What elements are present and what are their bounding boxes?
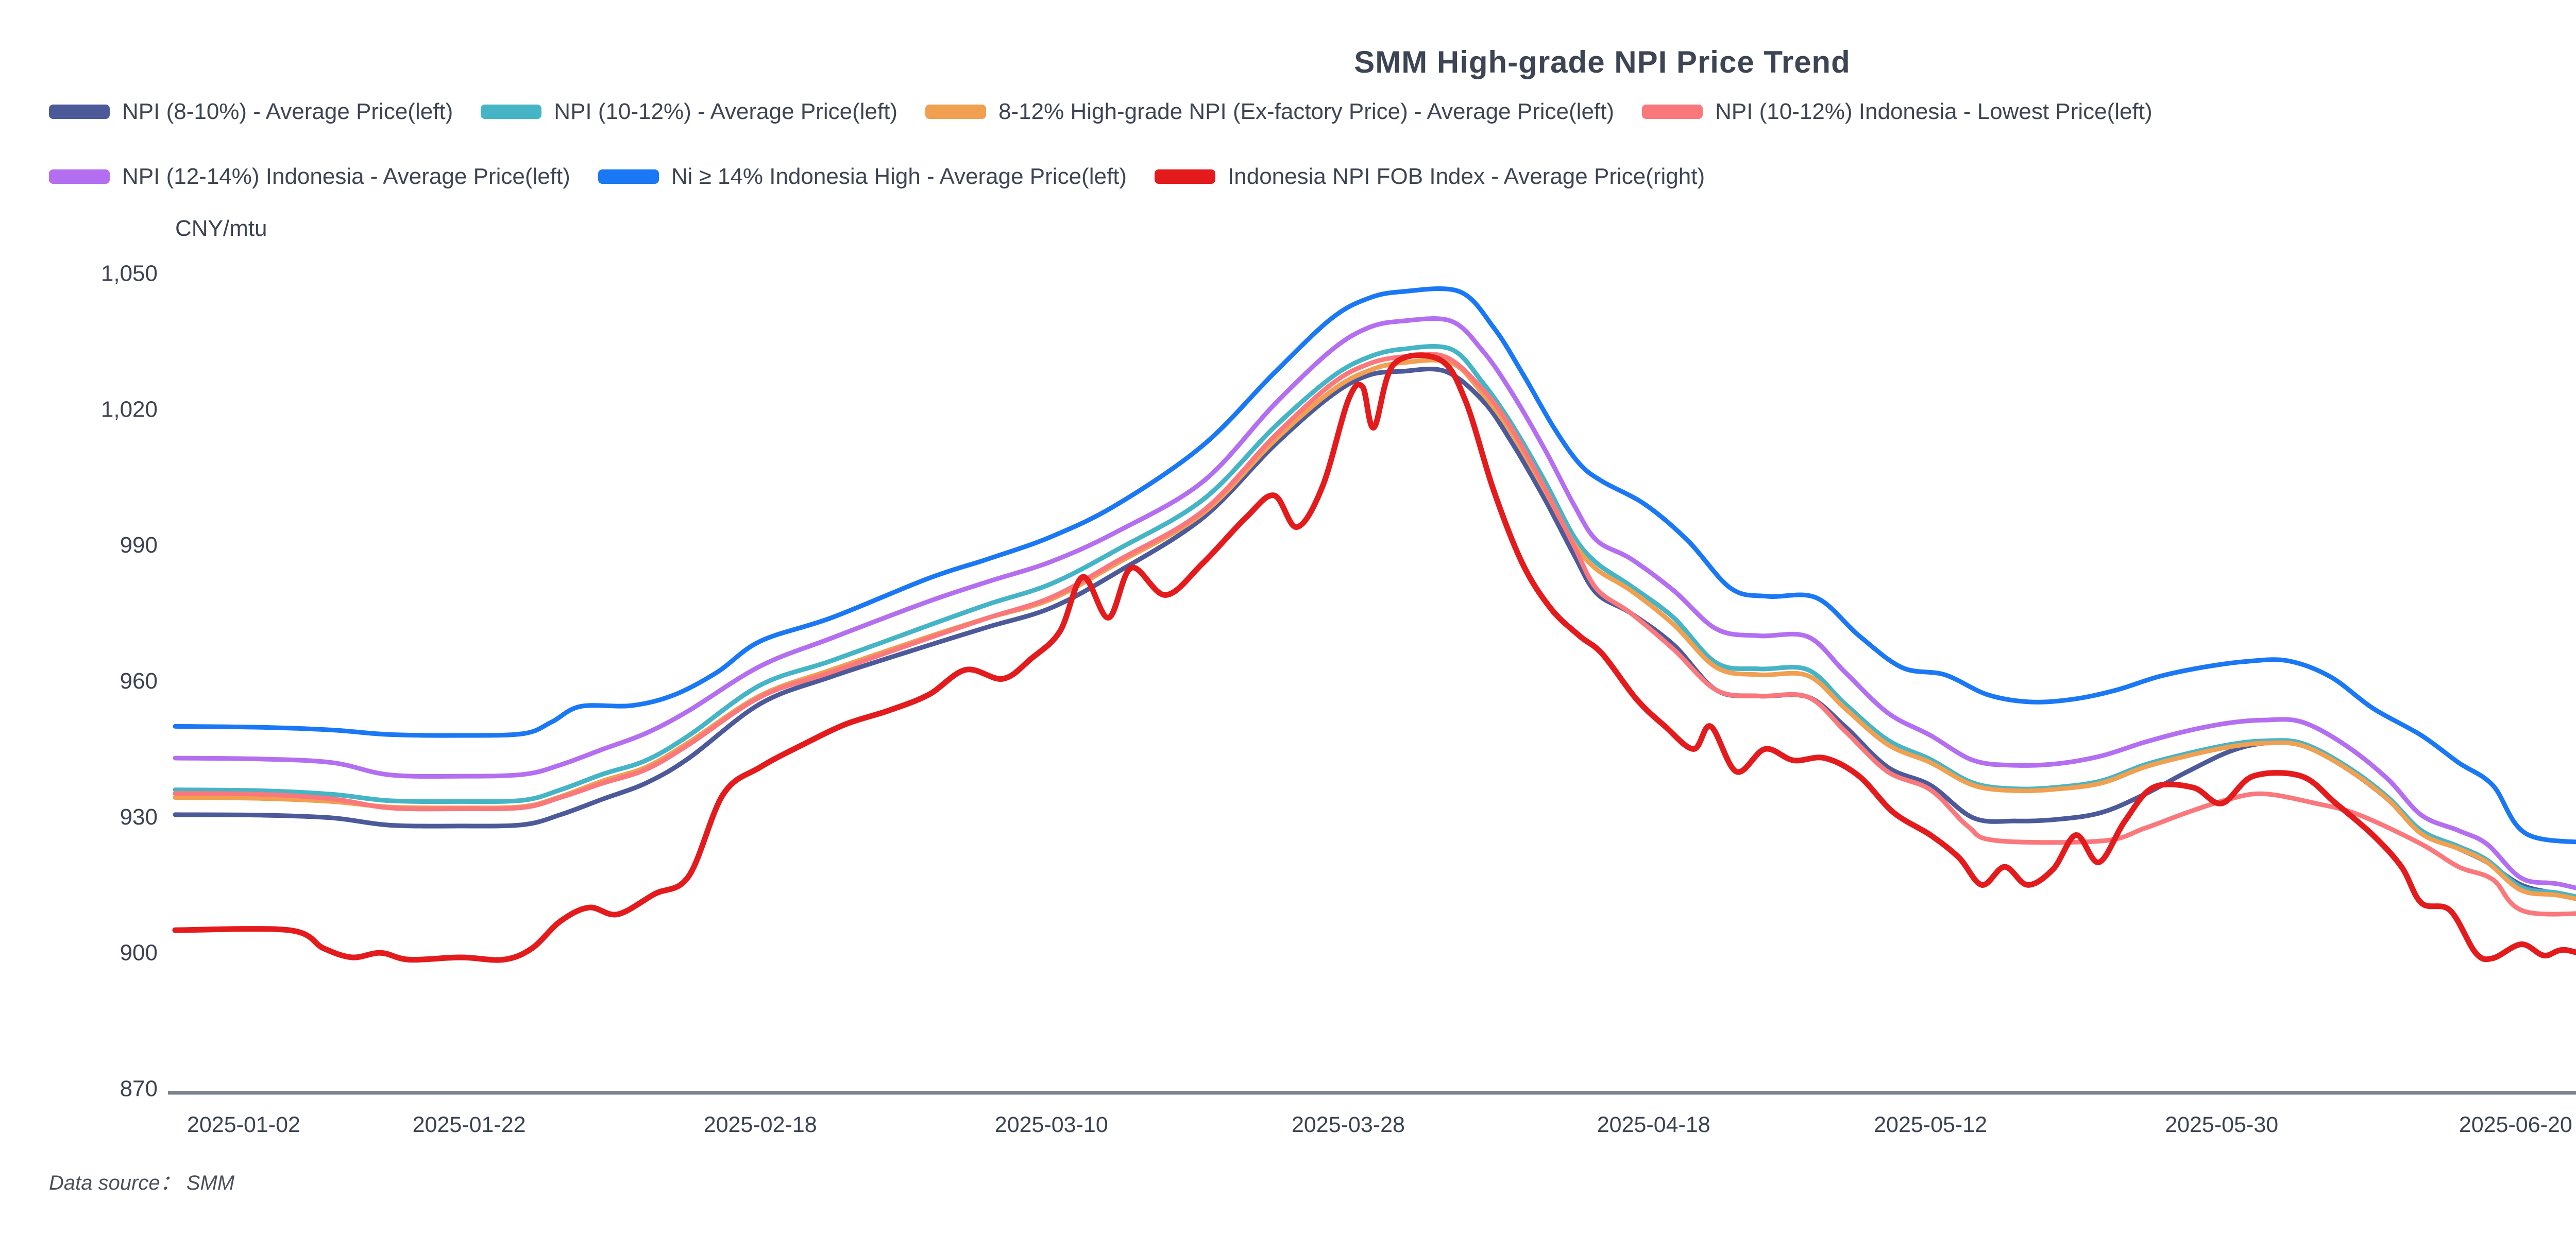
x-axis-tick: 2025-06-20 [2459,1112,2572,1137]
legend-item-5[interactable]: Ni ≥ 14% Indonesia High - Average Price(… [598,164,1127,190]
legend-label: Indonesia NPI FOB Index - Average Price(… [1228,164,1705,189]
legend-marker-swatch [49,169,110,184]
chart-title: SMM High-grade NPI Price Trend [1354,45,1851,79]
legend-marker-swatch [925,105,987,119]
legend-label: 8-12% High-grade NPI (Ex-factory Price) … [998,99,1615,124]
left-axis-tick: 1,020 [101,397,158,422]
legend-label: NPI (12-14%) Indonesia - Average Price(l… [122,164,570,189]
left-axis-tick: 870 [120,1076,158,1102]
left-axis-tick: 990 [120,533,158,558]
x-axis-tick: 2025-05-12 [1874,1112,1987,1137]
legend-item-1[interactable]: NPI (10-12%) - Average Price(left) [481,99,897,125]
legend-marker-swatch [481,105,542,119]
legend-item-0[interactable]: NPI (8-10%) - Average Price(left) [49,99,453,125]
left-axis-tick: 1,050 [101,261,158,286]
left-axis-tick: 930 [120,804,158,830]
series-line-5[interactable] [173,286,2576,910]
x-axis-tick: 2025-05-30 [2165,1112,2278,1137]
legend-row-2: NPI (12-14%) Indonesia - Average Price(l… [49,164,1705,190]
x-axis-tick: 2025-01-02 [187,1112,300,1137]
legend-label: NPI (8-10%) - Average Price(left) [122,99,453,124]
x-axis-tick: 2025-02-18 [704,1112,817,1137]
legend-label: NPI (10-12%) - Average Price(left) [554,99,898,124]
x-axis-tick: 2025-04-18 [1597,1112,1710,1137]
x-axis-tick: 2025-03-10 [995,1112,1108,1137]
legend-label: NPI (10-12%) Indonesia - Lowest Price(le… [1715,99,2153,124]
left-axis-unit: CNY/mtu [175,216,267,241]
legend-marker-swatch [598,169,659,184]
legend-row-1: NPI (8-10%) - Average Price(left) NPI (10… [49,99,2153,125]
legend-label: Ni ≥ 14% Indonesia High - Average Price(… [671,164,1127,189]
legend-item-2[interactable]: 8-12% High-grade NPI (Ex-factory Price) … [925,99,1614,125]
legend-item-3[interactable]: NPI (10-12%) Indonesia - Lowest Price(le… [1642,99,2153,125]
x-axis-tick: 2025-01-22 [413,1112,526,1137]
legend-marker-swatch [1155,169,1216,184]
series-line-2[interactable] [173,357,2576,959]
legend-marker-swatch [49,105,110,119]
series-line-4[interactable] [173,316,2576,943]
left-axis-tick: 960 [120,668,158,694]
series-line-6[interactable] [172,352,2576,1024]
legend-marker-swatch [1642,105,1703,119]
x-axis-tick: 2025-03-28 [1292,1112,1405,1137]
data-source-note: Data source： SMM [49,1172,235,1194]
legend-item-4[interactable]: NPI (12-14%) Indonesia - Average Price(l… [49,164,570,190]
series-line-3[interactable] [173,352,2576,985]
legend-item-6[interactable]: Indonesia NPI FOB Index - Average Price(… [1155,164,1705,190]
series-line-1[interactable] [173,344,2576,961]
left-axis-tick: 900 [120,940,158,966]
